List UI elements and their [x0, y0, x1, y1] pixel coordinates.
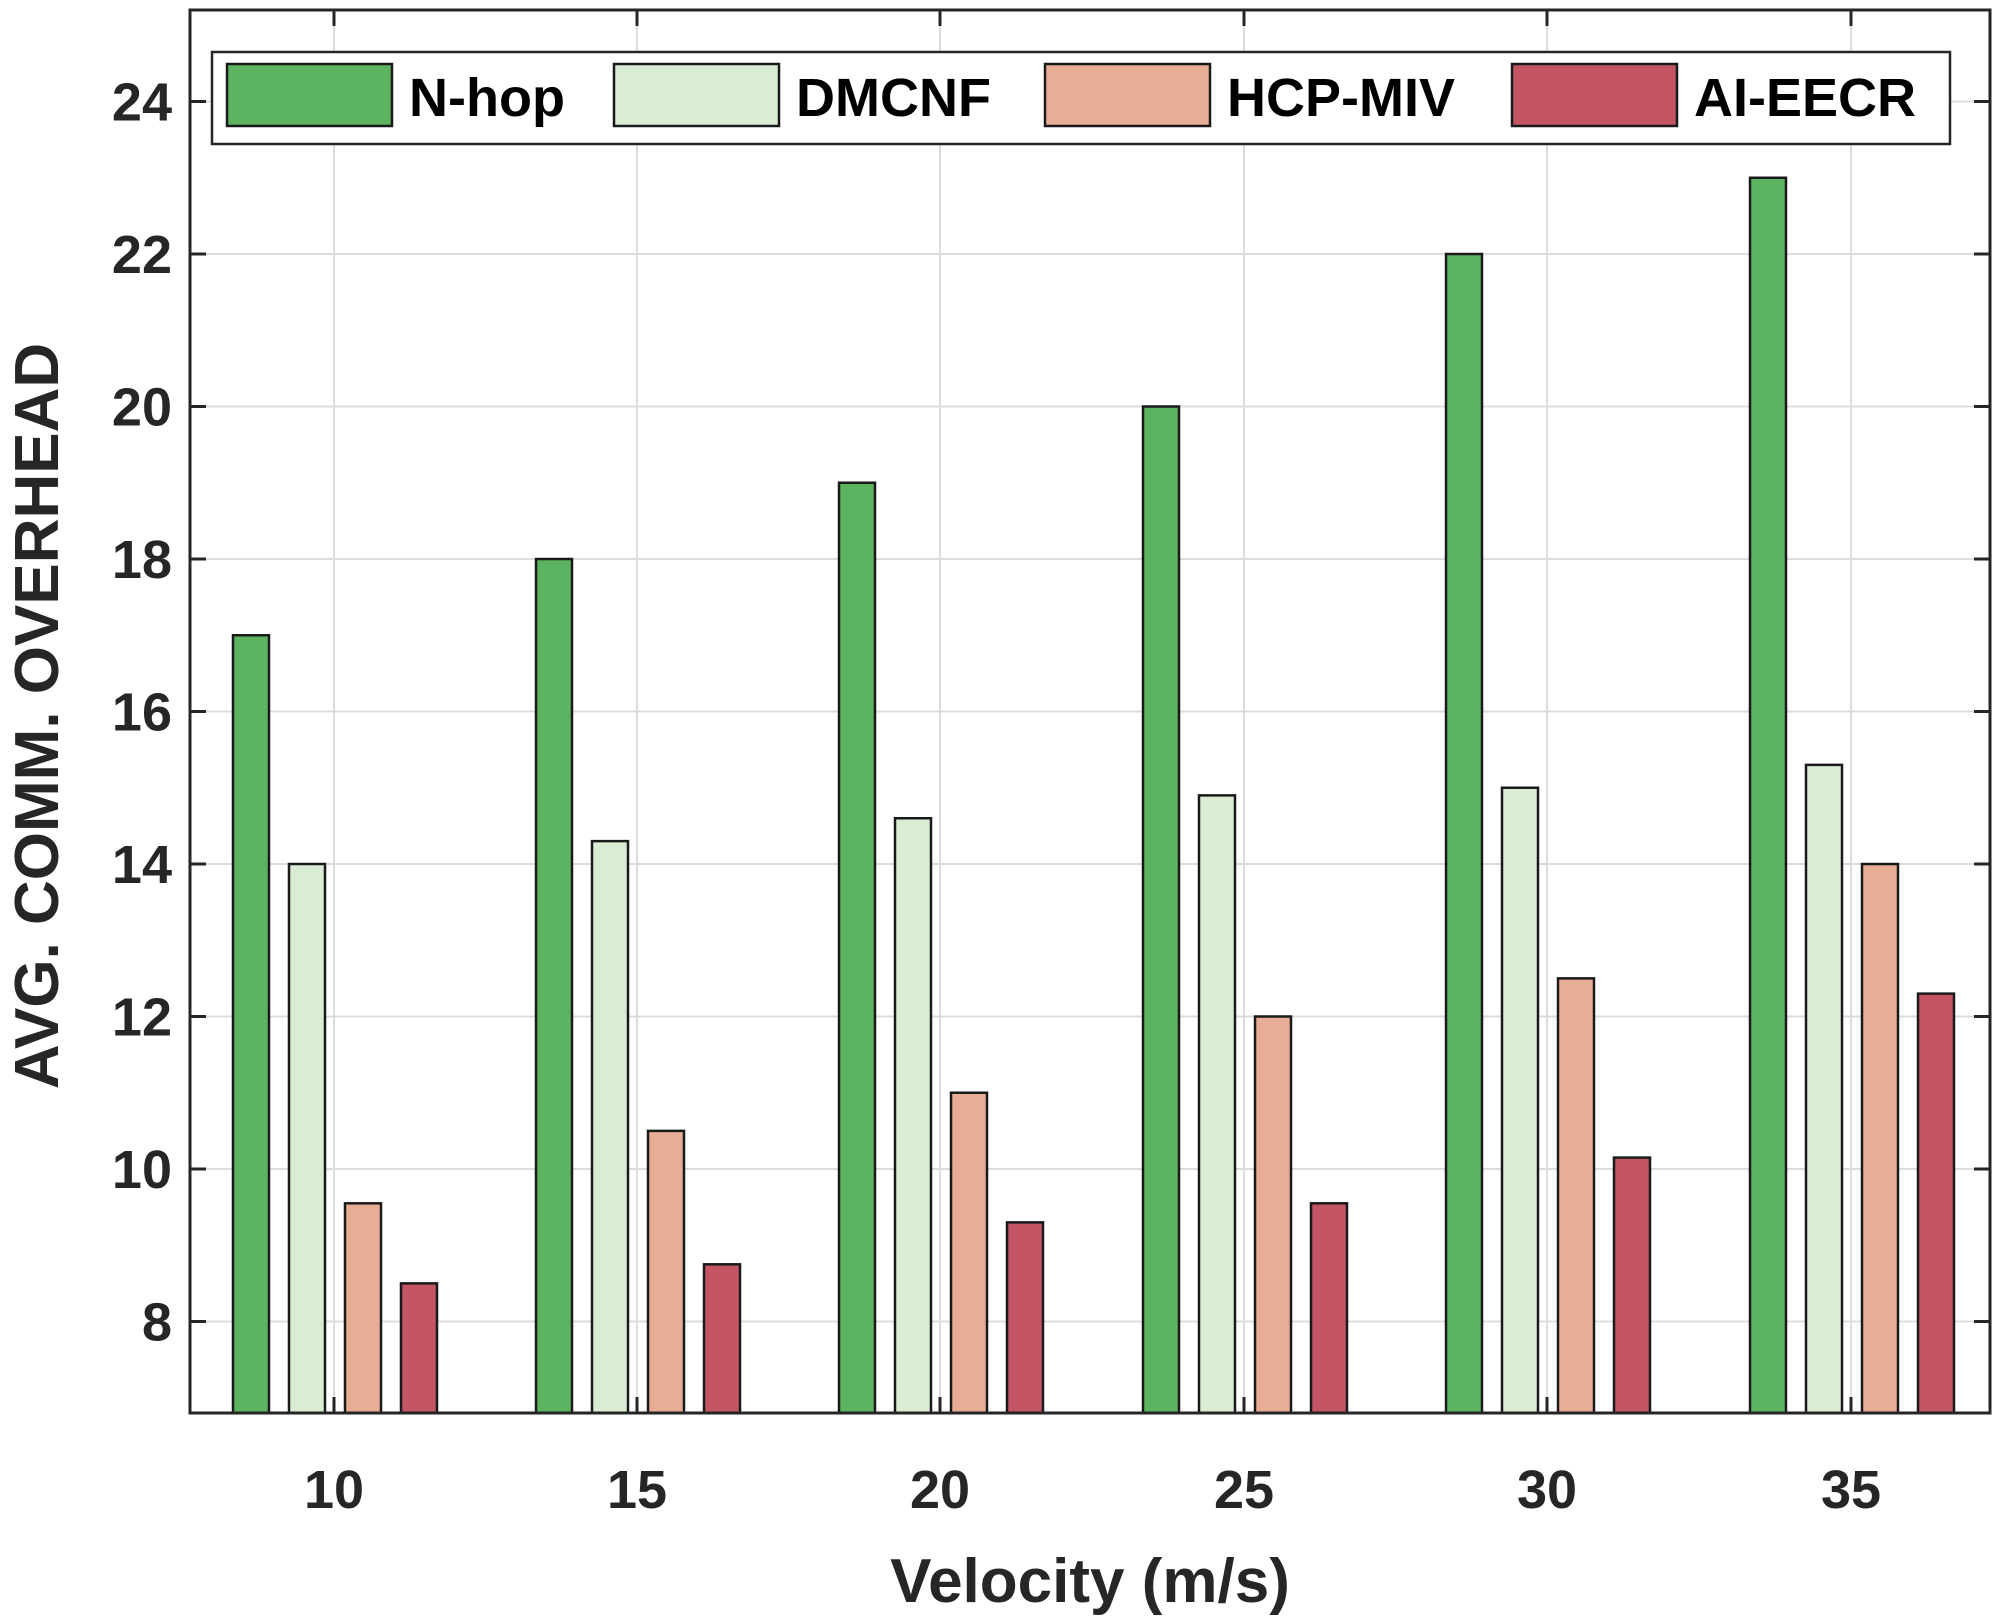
bar-dmcnf-30	[1500, 786, 1540, 1415]
y-tick-label: 10	[112, 1140, 172, 1200]
x-tick-label: 35	[1821, 1460, 1881, 1520]
y-tick-label: 22	[112, 225, 172, 285]
legend-swatch-hcp-miv	[1043, 62, 1212, 128]
legend-label-ai-eecr: AI-EECR	[1694, 68, 1916, 128]
legend-label-hcp-miv: HCP-MIV	[1227, 68, 1455, 128]
bar-n-hop-10	[231, 634, 271, 1415]
bar-ai-eecr-10	[399, 1282, 439, 1415]
legend-label-dmcnf: DMCNF	[796, 68, 991, 128]
bar-layer	[231, 176, 1956, 1415]
bar-n-hop-15	[534, 557, 574, 1415]
bar-ai-eecr-35	[1916, 992, 1956, 1415]
x-tick-label: 10	[304, 1460, 364, 1520]
y-tick-labels: 8 10 12 14 16 18 20 22 24	[112, 73, 172, 1353]
legend-swatch-dmcnf	[612, 62, 781, 128]
bar-n-hop-35	[1748, 176, 1788, 1415]
legend-swatch-n-hop	[225, 62, 394, 128]
y-tick-label: 16	[112, 683, 172, 743]
x-tick-label: 30	[1517, 1460, 1577, 1520]
bar-ai-eecr-30	[1612, 1156, 1652, 1415]
legend-swatch-ai-eecr	[1510, 62, 1679, 128]
tick-layer	[190, 10, 1990, 1413]
bar-hcp-miv-20	[949, 1091, 989, 1415]
y-axis-title: AVG. COMM. OVERHEAD	[3, 343, 72, 1089]
x-tick-label: 25	[1214, 1460, 1274, 1520]
grid-layer	[190, 10, 1990, 1413]
bar-hcp-miv-15	[646, 1129, 686, 1415]
bar-ai-eecr-20	[1005, 1221, 1045, 1415]
x-axis-title: Velocity (m/s)	[890, 1547, 1290, 1616]
bar-dmcnf-25	[1197, 794, 1237, 1415]
legend-label-n-hop: N-hop	[409, 68, 565, 128]
x-tick-label: 15	[607, 1460, 667, 1520]
bar-dmcnf-35	[1804, 763, 1844, 1415]
bar-hcp-miv-30	[1556, 977, 1596, 1415]
bar-dmcnf-20	[893, 817, 933, 1415]
bar-n-hop-30	[1444, 252, 1484, 1415]
bar-hcp-miv-25	[1253, 1015, 1293, 1415]
bar-hcp-miv-35	[1860, 862, 1900, 1415]
bar-dmcnf-10	[287, 862, 327, 1415]
y-tick-label: 8	[142, 1293, 172, 1353]
y-tick-label: 14	[112, 835, 172, 895]
y-tick-label: 12	[112, 988, 172, 1048]
bar-ai-eecr-15	[702, 1263, 742, 1415]
y-tick-label: 20	[112, 378, 172, 438]
y-tick-label: 18	[112, 530, 172, 590]
bar-ai-eecr-25	[1309, 1202, 1349, 1415]
bar-n-hop-20	[837, 481, 877, 1415]
legend: N-hop DMCNF HCP-MIV AI-EECR	[210, 50, 1952, 146]
x-tick-labels: 10 15 20 25 30 35	[304, 1460, 1881, 1520]
x-tick-label: 20	[910, 1460, 970, 1520]
y-tick-label: 24	[112, 73, 172, 133]
bar-n-hop-25	[1141, 405, 1181, 1415]
bar-hcp-miv-10	[343, 1202, 383, 1415]
bar-dmcnf-15	[590, 839, 630, 1415]
